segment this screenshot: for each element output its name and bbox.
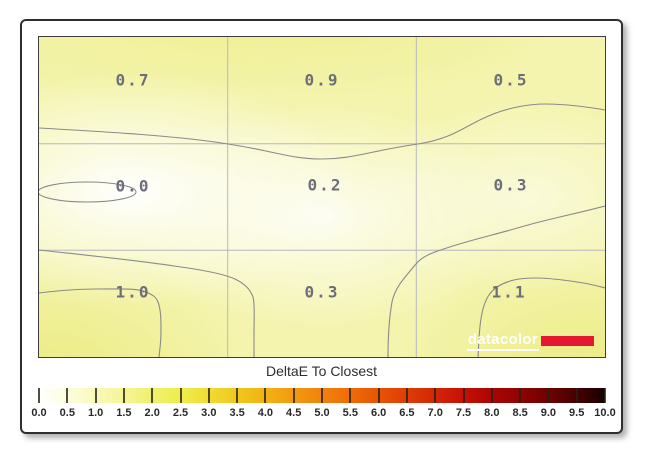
colorbar-tick bbox=[519, 388, 522, 403]
colorbar-tick-label: 2.0 bbox=[144, 407, 160, 419]
colorbar: 0.0 0.5 1.0 1.5 2.0 2.5 3.0 3.5 4.0 4.5 5.0 5.5 6.0 6… bbox=[31, 388, 616, 419]
contour-top bbox=[39, 103, 605, 160]
chart-frame: 0.7 0.9 0.5 0.0 0.2 0.3 1.0 0.3 1.1 data… bbox=[20, 19, 623, 434]
uniformity-heatmap: 0.7 0.9 0.5 0.0 0.2 0.3 1.0 0.3 1.1 data… bbox=[38, 36, 606, 358]
cell-value-r1c1: 0.2 bbox=[307, 175, 343, 195]
colorbar-tick-label: 4.0 bbox=[257, 407, 274, 419]
colorbar-tick-label: 6.0 bbox=[370, 407, 387, 419]
colorbar-tick bbox=[377, 388, 380, 403]
colorbar-tick-label: 6.5 bbox=[399, 407, 415, 419]
cell-value-r0c1: 0.9 bbox=[304, 70, 340, 90]
contour-lines bbox=[39, 103, 605, 357]
cell-value-r1c0: 0.0 bbox=[115, 176, 151, 196]
heatmap-overlay bbox=[39, 37, 605, 357]
datacolor-logo: datacolor bbox=[466, 332, 594, 351]
datacolor-logo-red-bar bbox=[541, 335, 594, 346]
colorbar-tick-label: 10.0 bbox=[594, 407, 616, 419]
cell-value-r2c2: 1.1 bbox=[491, 282, 527, 302]
colorbar-tick-label: 1.0 bbox=[87, 407, 104, 419]
colorbar-tick-label: 9.5 bbox=[569, 407, 585, 419]
colorbar-tick-label: 9.0 bbox=[540, 407, 557, 419]
contour-bottom-left-outer bbox=[39, 249, 255, 357]
colorbar-tick-label: 7.0 bbox=[427, 407, 443, 419]
colorbar-tick bbox=[292, 388, 295, 403]
contour-bottom-right-outer bbox=[387, 205, 605, 357]
chart-title: DeltaE To Closest bbox=[265, 363, 377, 379]
grid-lines bbox=[39, 37, 605, 357]
contour-zero-ellipse bbox=[39, 181, 137, 203]
colorbar-tick bbox=[151, 388, 154, 403]
colorbar-tick bbox=[66, 388, 69, 403]
colorbar-tick bbox=[94, 388, 97, 403]
colorbar-tick bbox=[179, 388, 182, 403]
colorbar-tick-label: 1.5 bbox=[116, 407, 132, 419]
colorbar-tick-label: 0.0 bbox=[31, 407, 47, 419]
colorbar-tick bbox=[462, 388, 465, 403]
colorbar-tick-label: 5.0 bbox=[314, 407, 330, 419]
colorbar-tick bbox=[264, 388, 267, 403]
colorbar-tick bbox=[547, 388, 550, 403]
colorbar-tick bbox=[38, 388, 40, 403]
colorbar-tick bbox=[604, 388, 606, 403]
colorbar-tick bbox=[490, 388, 493, 403]
cell-value-r2c1: 0.3 bbox=[304, 282, 340, 302]
colorbar-tick-label: 2.5 bbox=[172, 407, 189, 419]
colorbar-tick-label: 3.0 bbox=[201, 407, 217, 419]
colorbar-tick bbox=[207, 388, 210, 403]
colorbar-tick-label: 7.5 bbox=[455, 407, 472, 419]
cell-value-r0c2: 0.5 bbox=[493, 70, 529, 90]
colorbar-tick bbox=[405, 388, 408, 403]
colorbar-tick-label: 8.0 bbox=[484, 407, 500, 419]
colorbar-tick bbox=[434, 388, 437, 403]
colorbar-tick bbox=[575, 388, 578, 403]
colorbar-tick-label: 3.5 bbox=[229, 407, 245, 419]
contour-bottom-right-inner bbox=[477, 277, 605, 357]
cell-value-r0c0: 0.7 bbox=[115, 70, 151, 90]
colorbar-tick bbox=[122, 388, 125, 403]
colorbar-tick bbox=[236, 388, 239, 403]
colorbar-tick-label: 4.5 bbox=[286, 407, 302, 419]
cell-value-r2c0: 1.0 bbox=[115, 282, 151, 302]
colorbar-tick-label: 0.5 bbox=[59, 407, 75, 419]
colorbar-tick bbox=[349, 388, 352, 403]
cell-value-r1c2: 0.3 bbox=[493, 175, 529, 195]
colorbar-tick-label: 8.5 bbox=[512, 407, 528, 419]
colorbar-tick-label: 5.5 bbox=[342, 407, 358, 419]
contour-bottom-left-inner bbox=[39, 288, 162, 357]
datacolor-logo-text: datacolor bbox=[466, 332, 539, 351]
colorbar-tick bbox=[321, 388, 323, 403]
